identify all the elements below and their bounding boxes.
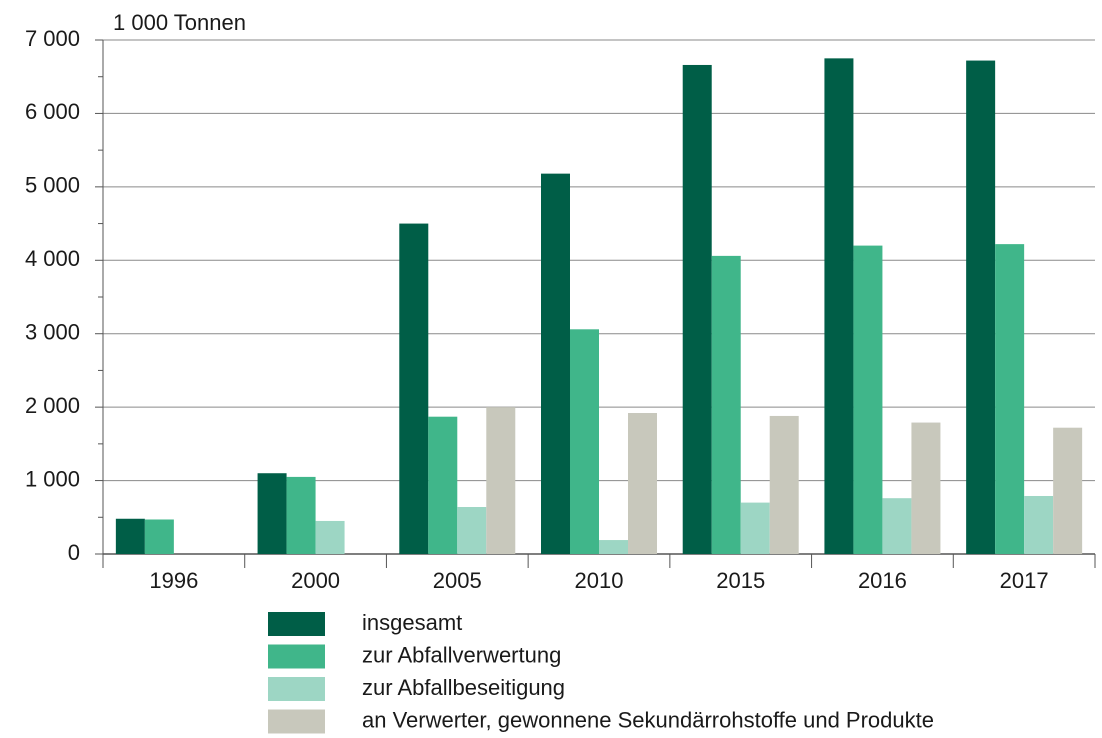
bar	[995, 244, 1025, 555]
bar	[315, 520, 345, 554]
legend-label: an Verwerter, gewonnene Sekundärrohstoff…	[362, 707, 934, 732]
y-tick-label: 5 000	[25, 173, 80, 198]
y-tick-label: 6 000	[25, 99, 80, 124]
y-axis-label: 1 000 Tonnen	[113, 10, 246, 35]
bar	[911, 422, 941, 554]
bar	[115, 518, 145, 554]
bar	[824, 58, 854, 554]
bar	[966, 60, 996, 555]
x-tick-label: 2000	[291, 568, 340, 593]
bar	[628, 413, 657, 554]
bar	[882, 498, 912, 554]
y-tick-label: 7 000	[25, 26, 80, 51]
bar	[1053, 427, 1083, 554]
bar	[853, 245, 883, 554]
x-tick-label: 2016	[858, 568, 907, 593]
x-tick-label: 2015	[716, 568, 765, 593]
legend-swatch	[268, 612, 325, 636]
y-tick-label: 2 000	[25, 393, 80, 418]
y-tick-label: 4 000	[25, 246, 80, 271]
bar	[541, 173, 570, 554]
bar	[740, 502, 770, 554]
bar	[711, 255, 741, 554]
bar	[769, 415, 799, 554]
y-tick-label: 0	[68, 540, 80, 565]
bar	[682, 64, 712, 555]
legend-label: insgesamt	[362, 610, 462, 635]
bar	[457, 507, 487, 554]
legend-swatch	[268, 644, 325, 669]
x-tick-label: 2017	[1000, 568, 1049, 593]
legend-swatch	[268, 677, 325, 701]
x-tick-label: 2005	[433, 568, 482, 593]
x-tick-label: 2010	[575, 568, 624, 593]
bar	[599, 540, 628, 554]
bar	[570, 329, 599, 554]
legend-label: zur Abfallverwertung	[362, 642, 561, 667]
bar	[257, 473, 287, 554]
y-tick-label: 1 000	[25, 466, 80, 491]
bar	[399, 223, 429, 555]
y-tick-label: 3 000	[25, 320, 80, 345]
bar	[486, 407, 516, 554]
x-tick-label: 1996	[149, 568, 198, 593]
legend-label: zur Abfallbeseitigung	[362, 675, 565, 700]
bar	[1024, 495, 1054, 554]
bar	[428, 416, 458, 554]
bar	[286, 476, 316, 554]
legend-swatch	[268, 709, 325, 734]
bar	[144, 519, 174, 554]
